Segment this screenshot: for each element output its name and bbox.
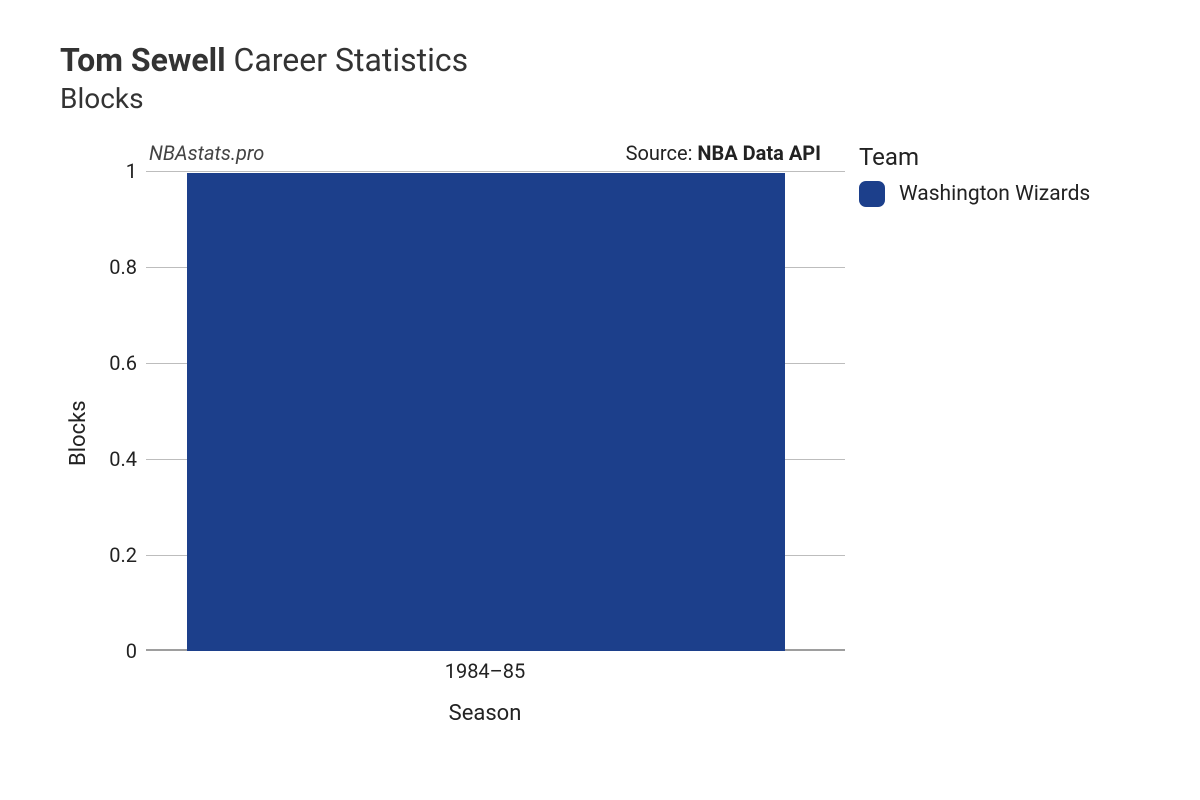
- chart-wrap: Blocks 00.20.40.60.81 NBAstats.pro Sourc…: [60, 141, 1160, 726]
- bar: [187, 173, 785, 651]
- title-suffix: Career Statistics: [234, 41, 469, 79]
- page-root: Tom Sewell Career Statistics Blocks Bloc…: [0, 0, 1200, 800]
- x-tick-label: 1984–85: [445, 659, 526, 683]
- plot-column: NBAstats.pro Source: NBA Data API 1984–8…: [145, 141, 825, 726]
- legend-items: Washington Wizards: [859, 181, 1090, 207]
- y-tick-label: 0.8: [83, 255, 137, 279]
- plot-area: [145, 171, 825, 651]
- grid-line: [146, 171, 845, 172]
- legend-item: Washington Wizards: [859, 181, 1090, 207]
- y-tick-label: 0.2: [83, 543, 137, 567]
- chart-subtitle: Blocks: [60, 82, 1160, 115]
- chart-title: Tom Sewell Career Statistics: [60, 40, 1160, 80]
- legend-title: Team: [859, 143, 1090, 171]
- source-attribution: Source: NBA Data API: [626, 141, 821, 165]
- y-tick-label: 0.6: [83, 351, 137, 375]
- y-axis-ticks: 00.20.40.60.81: [91, 141, 145, 651]
- source-name: NBA Data API: [697, 141, 821, 165]
- plot-header: NBAstats.pro Source: NBA Data API: [145, 141, 825, 171]
- y-tick-label: 1: [83, 159, 137, 183]
- legend-swatch: [859, 181, 885, 207]
- legend: Team Washington Wizards: [859, 141, 1090, 207]
- player-name: Tom Sewell: [60, 41, 226, 79]
- watermark: NBAstats.pro: [149, 141, 264, 165]
- y-tick-label: 0: [83, 639, 137, 663]
- chart-and-axes: Blocks 00.20.40.60.81 NBAstats.pro Sourc…: [60, 141, 825, 726]
- title-block: Tom Sewell Career Statistics Blocks: [60, 40, 1160, 115]
- legend-label: Washington Wizards: [899, 182, 1090, 206]
- source-prefix: Source:: [626, 141, 698, 165]
- y-tick-label: 0.4: [83, 447, 137, 471]
- x-axis-label: Season: [145, 701, 825, 726]
- x-axis-ticks: 1984–85: [145, 651, 825, 687]
